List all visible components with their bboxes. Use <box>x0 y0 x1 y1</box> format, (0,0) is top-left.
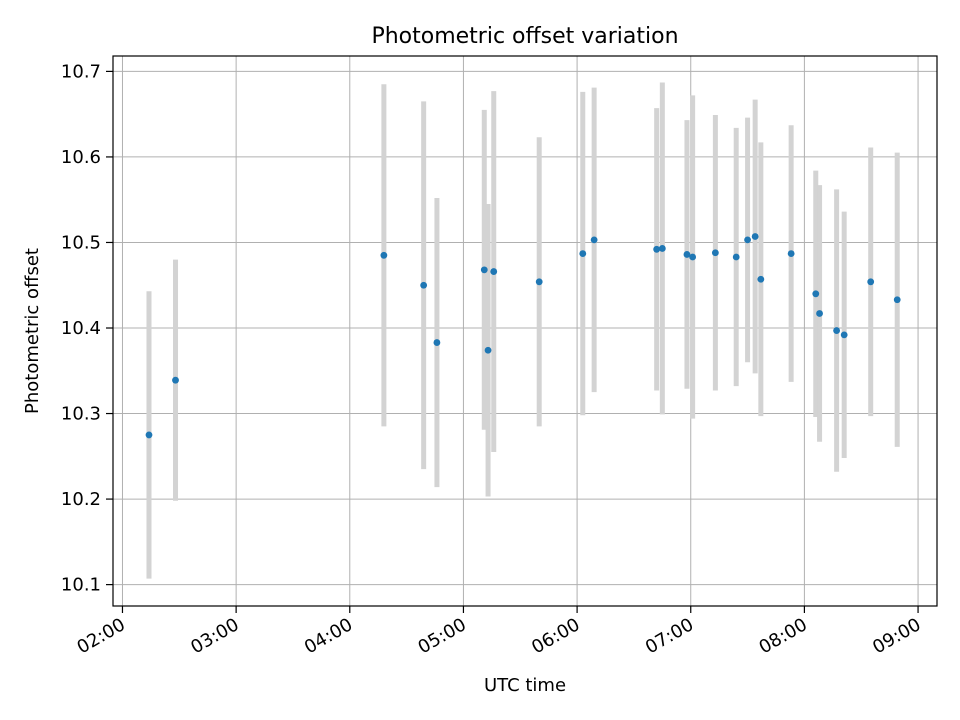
y-axis-ticks: 10.1 10.2 10.3 10.4 10.5 10.6 10.7 <box>61 61 113 596</box>
plot-frame <box>112 55 938 607</box>
data-point <box>490 268 498 275</box>
data-point <box>744 236 751 244</box>
y-tick-label: 10.3 <box>61 404 101 425</box>
data-point <box>757 275 765 283</box>
x-tick-label: 06:00 <box>528 614 583 658</box>
data-point <box>751 233 759 240</box>
x-tick-label: 07:00 <box>642 614 697 658</box>
data-point <box>653 245 661 253</box>
x-axis-ticks: 02:00 03:00 04:00 05:00 06:00 07:00 08:00 09:00 <box>74 606 925 658</box>
data-point <box>172 376 179 384</box>
x-tick-label: 04:00 <box>301 614 356 658</box>
data-point <box>579 250 587 257</box>
data-point <box>145 431 153 439</box>
y-tick-label: 10.2 <box>61 489 101 510</box>
data-point <box>812 290 820 298</box>
y-axis-label: Photometric offset <box>22 248 43 414</box>
data-point <box>484 346 492 354</box>
data-point <box>658 245 666 252</box>
y-tick-label: 10.7 <box>61 61 101 82</box>
y-tick-label: 10.4 <box>61 318 101 339</box>
y-tick-label: 10.5 <box>61 232 101 253</box>
x-tick-label: 09:00 <box>869 614 924 658</box>
data-point <box>380 251 388 259</box>
data-point <box>867 278 875 286</box>
x-axis-label: UTC time <box>484 675 566 696</box>
data-point <box>480 266 488 274</box>
chart-title: Photometric offset variation <box>371 24 678 49</box>
data-point <box>816 310 823 317</box>
data-point <box>732 253 740 261</box>
x-tick-label: 08:00 <box>755 614 810 658</box>
y-tick-label: 10.6 <box>61 147 101 168</box>
data-point <box>535 278 543 286</box>
data-point <box>711 249 719 257</box>
data-point <box>787 250 795 257</box>
data-points <box>145 233 901 439</box>
data-point <box>420 281 428 289</box>
data-point <box>689 253 697 261</box>
x-tick-label: 02:00 <box>74 614 129 658</box>
data-point <box>893 296 901 304</box>
y-tick-label: 10.1 <box>61 575 101 596</box>
x-tick-label: 05:00 <box>415 614 470 658</box>
data-point <box>840 331 848 339</box>
data-point <box>433 339 441 346</box>
x-tick-label: 03:00 <box>187 614 242 658</box>
data-point <box>833 327 841 334</box>
data-point <box>683 251 691 258</box>
data-point <box>590 236 598 244</box>
